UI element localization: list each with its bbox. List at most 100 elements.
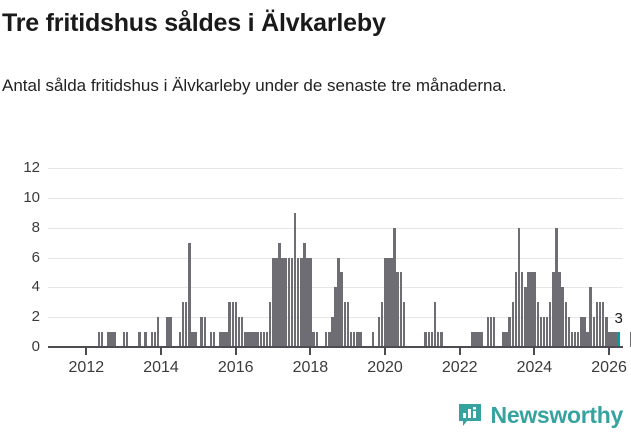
bar [377, 317, 381, 347]
bar [231, 302, 235, 347]
x-axis-tick-label: 2024 [516, 359, 553, 376]
bar [396, 272, 400, 347]
y-axis-tick-label: 0 [31, 338, 40, 355]
bar [433, 302, 437, 347]
bar [343, 302, 347, 347]
bar [284, 257, 288, 347]
bar [555, 227, 558, 347]
page-title: Tre fritidshus såldes i Älvkarleby [2, 9, 386, 37]
bar-chart: 0 2 4 6 8 10 12 3 2012 2014 2016 2018 2020 2022 2024… [0, 155, 631, 390]
x-axis-tick [160, 348, 162, 355]
bar [558, 272, 561, 347]
bar [97, 332, 101, 347]
bar [514, 272, 518, 347]
bar [166, 317, 169, 347]
bar [580, 317, 583, 347]
bar-chart-speech-bubble-icon [457, 402, 483, 428]
x-axis-tick-label: 2020 [367, 359, 403, 376]
x-axis-line [48, 346, 623, 348]
bar [259, 332, 263, 347]
bar [349, 332, 353, 347]
bar [480, 332, 484, 347]
bar [477, 332, 480, 347]
bar [306, 257, 309, 347]
bar [169, 317, 172, 347]
bar [573, 332, 577, 347]
bar [399, 272, 403, 347]
bar [427, 332, 431, 347]
bar [188, 242, 191, 347]
newsworthy-logo-text: Newsworthy [490, 402, 624, 428]
bar [502, 332, 505, 347]
bar [583, 317, 586, 347]
bar [424, 332, 428, 347]
bar [107, 332, 110, 347]
bar [278, 242, 281, 347]
y-axis-labels: 0 2 4 6 8 10 12 [0, 160, 40, 354]
bar [533, 272, 536, 347]
bar [275, 257, 278, 347]
bar [312, 332, 316, 347]
bar [359, 332, 362, 347]
x-axis-tick [309, 348, 312, 355]
bar [268, 302, 272, 347]
bar [440, 332, 443, 347]
bar-value-label: 3 [614, 310, 623, 328]
bar [100, 332, 104, 347]
bar [209, 332, 213, 347]
x-axis-tick [533, 348, 536, 355]
bar [505, 332, 508, 347]
bar [281, 257, 284, 347]
bar [237, 317, 241, 347]
bar [234, 302, 238, 347]
x-axis-tick-label: 2018 [292, 359, 329, 376]
x-axis-tick [234, 348, 237, 355]
bar [486, 317, 490, 347]
bar [315, 332, 319, 347]
bar [256, 332, 259, 347]
gridline [48, 227, 623, 229]
bar [548, 302, 552, 347]
x-axis-tick-label: 2016 [217, 359, 254, 376]
gridline [48, 168, 623, 169]
bar [402, 302, 406, 347]
bar [517, 227, 521, 347]
x-axis-tick-label: 2012 [68, 359, 105, 376]
bar [570, 332, 574, 347]
bar [191, 332, 194, 347]
bar [244, 332, 247, 347]
x-axis-ticks [48, 348, 623, 355]
bar [371, 332, 375, 347]
x-axis-tick [458, 348, 461, 355]
bar [287, 257, 291, 347]
bar [334, 287, 337, 347]
y-axis-tick-label: 6 [31, 248, 40, 266]
bar [194, 332, 197, 347]
bar [492, 317, 496, 347]
bar [380, 302, 384, 347]
bar [253, 332, 256, 347]
bar [122, 332, 126, 347]
x-axis-tick-label: 2014 [143, 359, 179, 376]
newsworthy-logo[interactable]: Newsworthy [457, 402, 623, 428]
bar [629, 332, 631, 347]
bar [561, 287, 564, 347]
bar [346, 302, 350, 347]
bar [225, 332, 228, 347]
gridline [48, 197, 623, 199]
bar [212, 332, 216, 347]
bar [390, 257, 393, 347]
x-axis-tick-label: 2022 [441, 359, 478, 376]
bar [328, 332, 331, 347]
chart-bars: 3 [48, 168, 631, 347]
bar [586, 332, 589, 347]
bar [228, 302, 231, 347]
bar [356, 332, 359, 347]
bar [384, 257, 387, 347]
bar [430, 332, 434, 347]
bar-highlighted [617, 332, 620, 347]
y-axis-tick-label: 12 [23, 159, 40, 176]
bar [150, 332, 154, 347]
bar [250, 332, 253, 347]
bar [387, 257, 390, 347]
